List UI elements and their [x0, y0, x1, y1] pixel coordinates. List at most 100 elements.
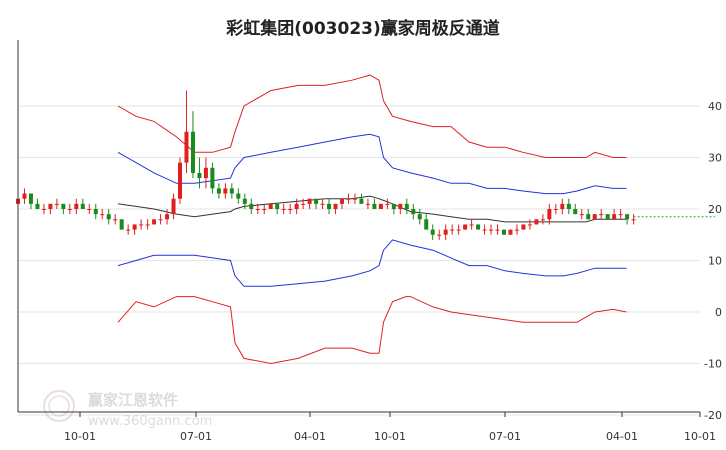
candle-body: [437, 234, 442, 236]
candle-body: [268, 203, 273, 209]
candle-body: [599, 214, 604, 216]
candle-body: [346, 198, 351, 200]
watermark: 赢家江恩软件 www.360gann.com: [43, 390, 212, 429]
x-tick-label: 10-01: [64, 430, 96, 443]
axes: [17, 40, 700, 413]
x-tick-label: 04-01: [294, 430, 326, 443]
candle-body: [579, 214, 584, 216]
candle-body: [625, 214, 630, 220]
x-tick-label: 04-01: [606, 430, 638, 443]
candle-body: [463, 224, 468, 230]
candle-body: [35, 203, 40, 209]
watermark-name: 赢家江恩软件: [88, 391, 178, 409]
candle-body: [365, 203, 370, 205]
candle-body: [631, 219, 636, 221]
candle-body: [586, 214, 591, 220]
candle-body: [61, 203, 66, 209]
candle-body: [22, 193, 27, 199]
candle-body: [502, 229, 506, 235]
candle-body: [333, 203, 338, 209]
candle-body: [80, 203, 85, 209]
channel-line-3: [117, 239, 627, 287]
candle-body: [255, 209, 260, 210]
candle-body: [197, 172, 202, 179]
candle-body: [430, 229, 435, 235]
candle-body: [404, 203, 409, 209]
candlesticks: [16, 90, 636, 240]
candle-body: [41, 209, 46, 210]
candle-body: [87, 209, 92, 210]
candle-body: [534, 219, 539, 225]
candle-body: [359, 198, 364, 204]
chart-title: 彩虹集团(003023)赢家周极反通道: [226, 19, 500, 39]
candle-body: [74, 203, 79, 209]
y-tick-label: 30: [708, 152, 722, 165]
candle-body: [469, 224, 474, 226]
candle-body: [443, 229, 448, 235]
candle-body: [242, 198, 247, 204]
candle-body: [152, 219, 157, 225]
candle-body: [618, 214, 623, 216]
channel-line-0: [117, 74, 627, 158]
candle-body: [262, 209, 267, 210]
candle-body: [391, 203, 396, 209]
candle-body: [521, 224, 526, 230]
candle-body: [28, 193, 33, 204]
candle-body: [288, 209, 293, 210]
y-tick-label: 40: [708, 100, 722, 113]
candle-body: [612, 214, 617, 220]
candle-body: [54, 203, 59, 205]
candle-body: [476, 224, 481, 230]
candle-body: [178, 162, 182, 199]
candle-body: [424, 219, 429, 230]
candle-body: [314, 198, 319, 204]
candle-body: [547, 209, 552, 220]
x-tick-label: 07-01: [180, 430, 212, 443]
candle-body: [249, 203, 254, 209]
candle-body: [301, 203, 306, 205]
grid-lines: [18, 105, 700, 416]
candle-body: [275, 203, 280, 209]
candle-body: [482, 229, 487, 231]
candle-body: [489, 229, 494, 231]
candle-body: [566, 203, 571, 209]
candle-body: [132, 224, 137, 230]
candle-body: [158, 219, 163, 221]
candle-body: [372, 203, 377, 209]
candle-body: [281, 209, 286, 210]
x-tick-label: 10-01: [374, 430, 406, 443]
x-axis-ticks: 10-01 07-01 04-01 10-01 07-01 04-01 10-01: [64, 412, 716, 443]
candle-body: [398, 203, 403, 209]
candle-body: [340, 198, 344, 204]
y-tick-label: 0: [715, 306, 722, 319]
candle-body: [106, 214, 111, 220]
watermark-logo-inner-icon: [48, 395, 70, 417]
candle-body: [145, 224, 150, 226]
candle-body: [417, 214, 422, 220]
channel-line-4: [117, 296, 627, 365]
channel-line-2: [117, 195, 627, 223]
candle-body: [327, 203, 332, 209]
y-tick-label: -20: [704, 409, 722, 422]
candle-body: [100, 214, 105, 216]
candle-body: [450, 229, 455, 231]
candle-body: [553, 209, 558, 210]
candle-body: [307, 198, 312, 204]
candle-body: [119, 219, 124, 230]
candle-body: [540, 219, 545, 221]
candle-body: [190, 131, 195, 173]
candle-body: [456, 229, 461, 231]
x-tick-label: 10-01: [684, 430, 716, 443]
candle-body: [592, 214, 597, 220]
candle-body: [223, 188, 228, 194]
candle-body: [573, 209, 578, 215]
candle-body: [113, 219, 118, 221]
candle-body: [165, 214, 170, 220]
candle-body: [495, 229, 500, 231]
y-tick-label: 20: [708, 203, 722, 216]
candle-body: [605, 214, 610, 220]
candle-body: [352, 198, 357, 200]
candle-body: [514, 229, 519, 231]
candle-body: [560, 203, 565, 209]
y-tick-label: -10: [704, 358, 722, 371]
